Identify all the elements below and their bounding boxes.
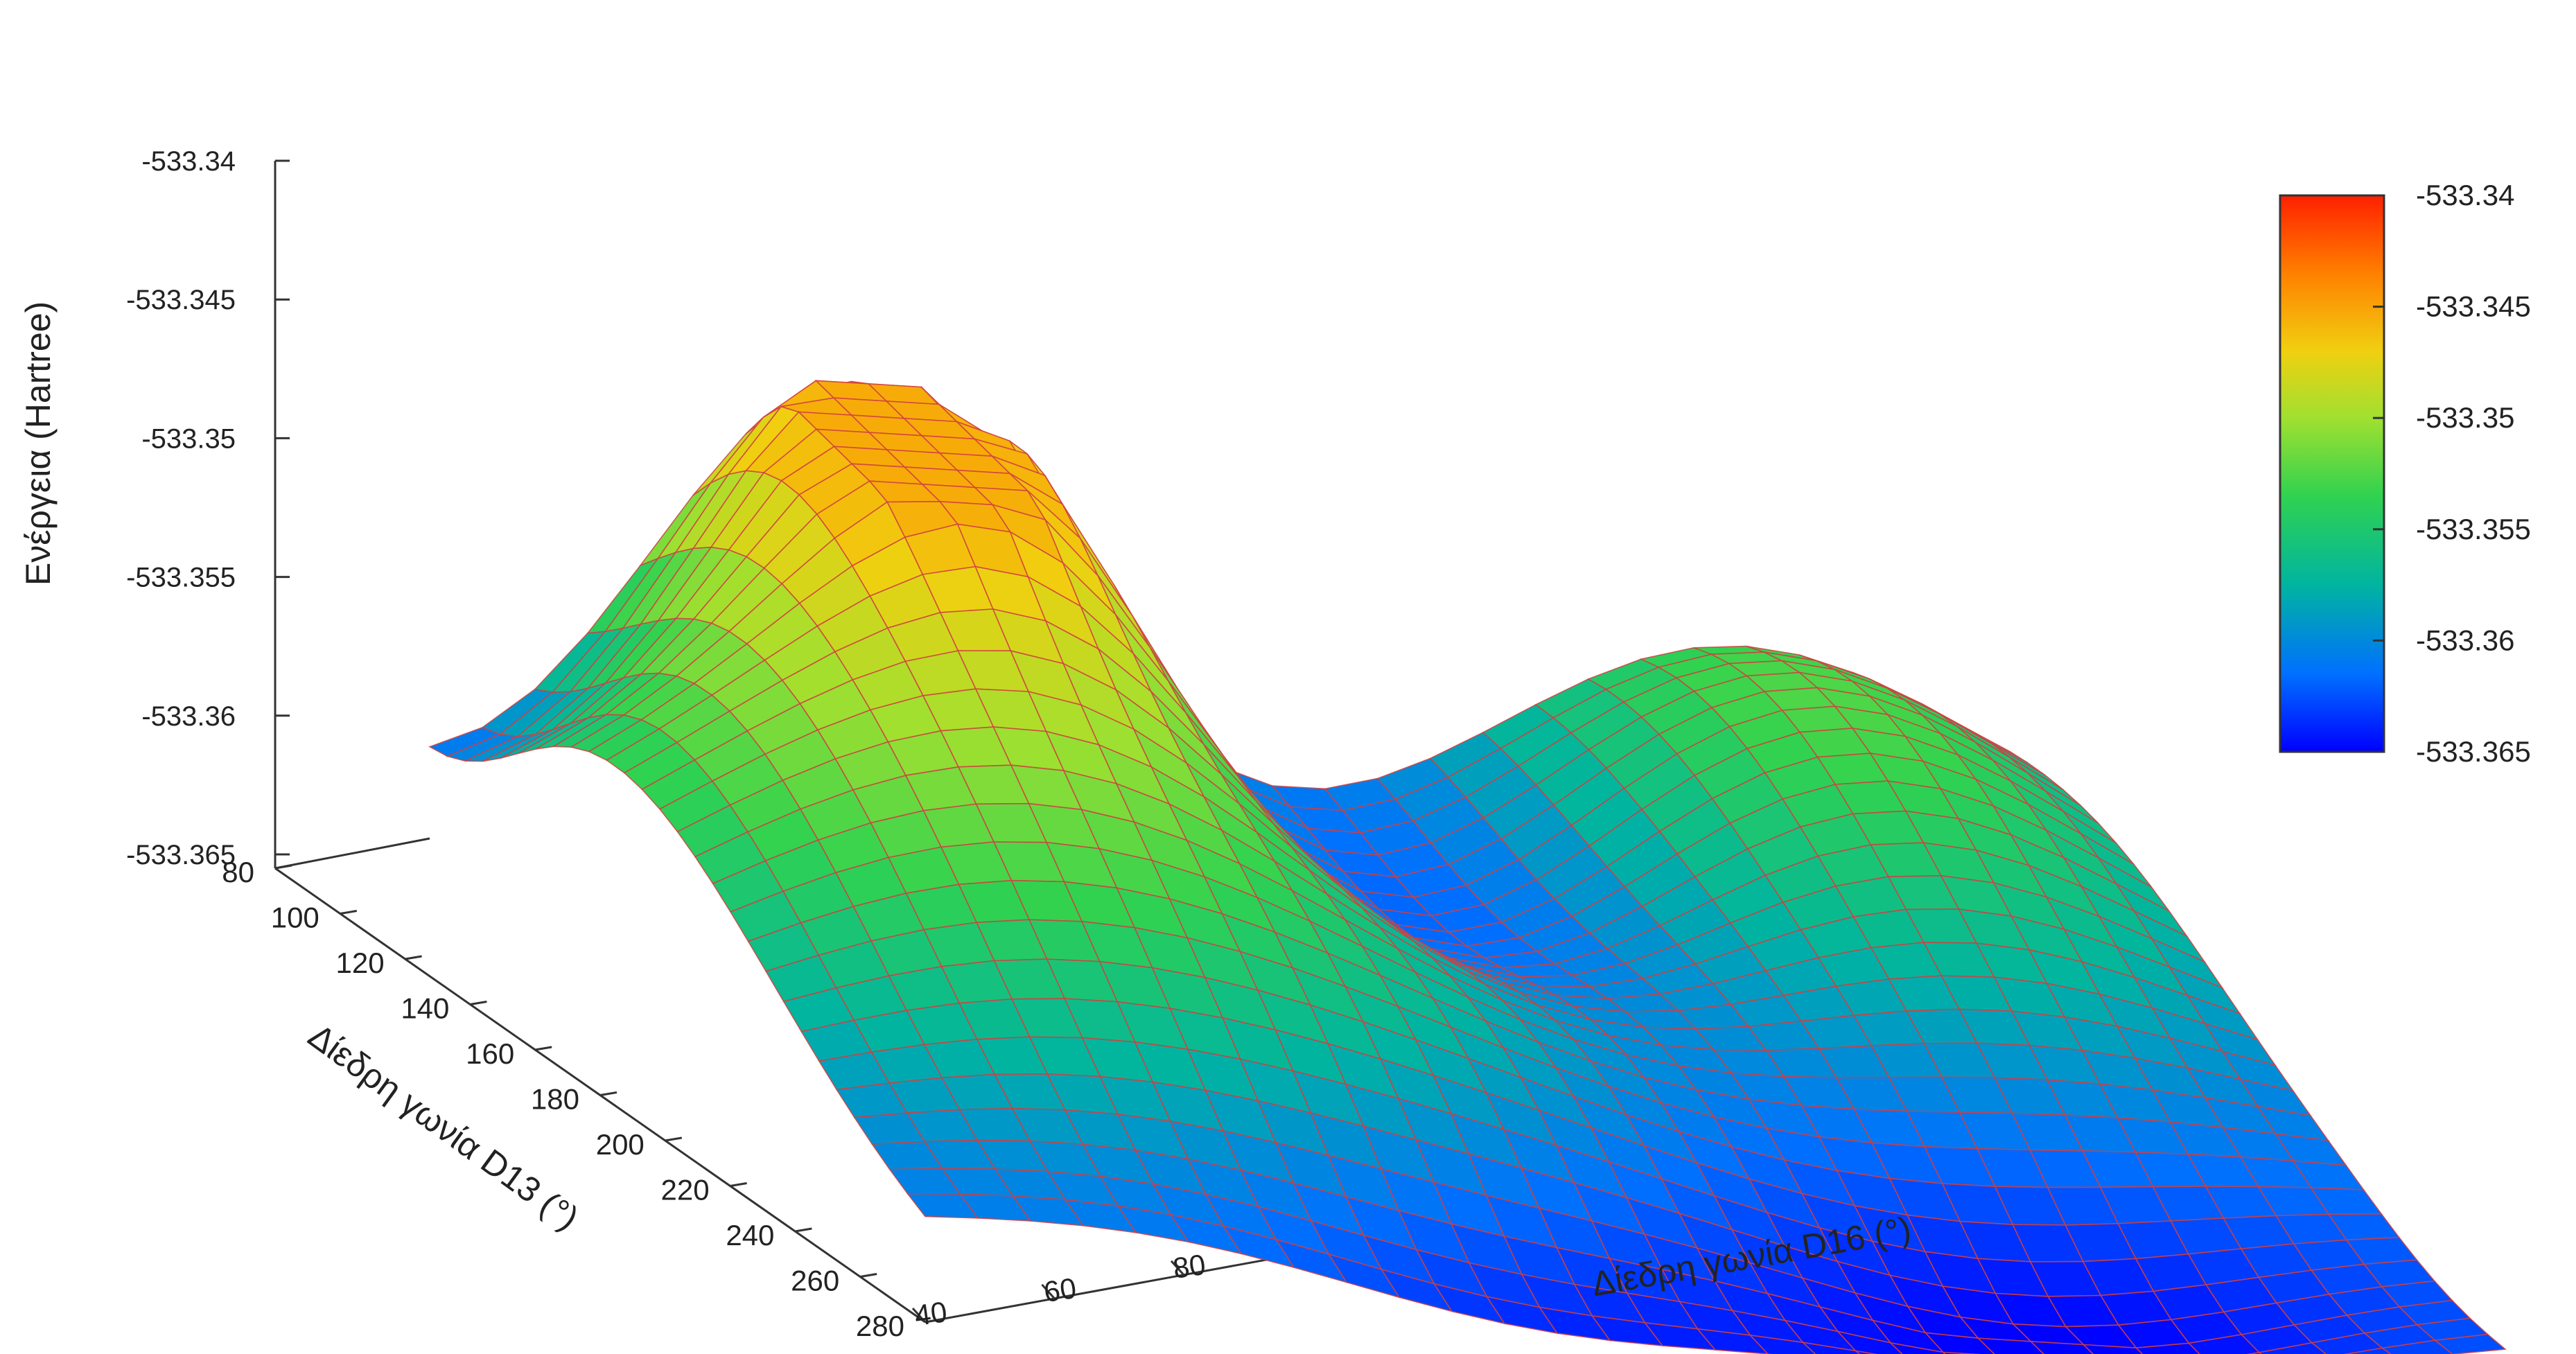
d13-tick-label: 120 xyxy=(336,947,385,979)
d13-tick-mark xyxy=(730,1182,747,1187)
energy-surface xyxy=(428,380,2507,1354)
colorbar-ticks: -533.34 -533.345 -533.35 -533.355 -533.36 -53… xyxy=(2373,179,2531,768)
colorbar-tick-label: -533.35 xyxy=(2416,401,2514,434)
d13-tick-label: 200 xyxy=(596,1128,645,1161)
d13-tick-label: 240 xyxy=(726,1219,774,1251)
surface-cell xyxy=(1889,1342,1946,1354)
surface-cell xyxy=(1836,1330,1903,1354)
surface-cell xyxy=(2381,1339,2453,1354)
surface-cell xyxy=(2082,1344,2144,1354)
colorbar-tick-label: -533.355 xyxy=(2416,513,2531,545)
z-axis-title: Ενέργεια (Hartree) xyxy=(19,301,58,586)
d13-tick-label: 220 xyxy=(661,1174,710,1206)
colorbar: -533.34 -533.345 -533.35 -533.355 -533.36 -53… xyxy=(2279,179,2531,768)
surface-cell xyxy=(2246,1351,2263,1354)
d13-tick-label: 160 xyxy=(466,1037,514,1070)
d13-tick-label: 100 xyxy=(271,902,319,934)
surface-cell xyxy=(2433,1333,2507,1354)
z-axis: -533.34 -533.345 -533.35 -533.355 -533.36 -53… xyxy=(126,146,290,870)
surface-cell xyxy=(1855,1350,1878,1354)
d16-tick-label: 40 xyxy=(913,1295,949,1332)
z-tick-label: -533.345 xyxy=(126,285,236,315)
surface-cell xyxy=(1749,1334,1816,1354)
base-edge-back xyxy=(274,837,430,870)
d13-tick-label: 280 xyxy=(856,1310,904,1342)
d13-tick-mark xyxy=(340,910,358,915)
d13-tick-label: 180 xyxy=(531,1083,579,1116)
surface-cell xyxy=(2257,1342,2327,1354)
surface-cell xyxy=(1696,1328,1769,1354)
d13-tick-mark xyxy=(470,1001,487,1005)
surface-cell xyxy=(1941,1351,1981,1354)
d16-tick-mark xyxy=(1170,1260,1185,1276)
colorbar-tick-label: -533.365 xyxy=(2416,735,2531,768)
colorbar-tick-label: -533.345 xyxy=(2416,290,2531,323)
d13-tick-mark xyxy=(599,1091,617,1096)
d16-tick-mark xyxy=(911,1307,927,1324)
z-tick-label: -533.36 xyxy=(141,701,236,732)
colorbar-tick-label: -533.34 xyxy=(2416,179,2514,211)
d16-tick-label: 80 xyxy=(1171,1248,1208,1285)
d13-tick-mark xyxy=(665,1136,683,1142)
surface-cell xyxy=(1977,1337,2045,1354)
d13-tick-label: 260 xyxy=(791,1265,839,1297)
d16-tick-mark xyxy=(1041,1283,1055,1299)
colorbar-gradient xyxy=(2279,194,2385,753)
z-tick-label: -533.34 xyxy=(141,146,236,177)
d13-tick-mark xyxy=(405,955,422,960)
d13-axis-ticks: 80 100 120 140 160 180 200 220 240 260 280 xyxy=(222,856,943,1342)
d13-tick-mark xyxy=(859,1273,877,1278)
d16-tick-label: 60 xyxy=(1042,1272,1078,1308)
z-axis-ticks: -533.34 -533.345 -533.35 -533.355 -533.36 -53… xyxy=(126,146,290,870)
d13-tick-label: 80 xyxy=(222,856,254,888)
z-tick-label: -533.365 xyxy=(126,840,236,870)
surface-cell xyxy=(2343,1347,2392,1354)
colorbar-tick-label: -533.36 xyxy=(2416,624,2514,656)
d13-tick-label: 140 xyxy=(401,992,449,1025)
surface-cell xyxy=(1924,1332,1995,1354)
d13-tick-mark xyxy=(534,1046,552,1051)
surface-cell xyxy=(2135,1342,2200,1354)
d13-tick-mark xyxy=(795,1227,812,1233)
d13-axis: 80 100 120 140 160 180 200 220 240 260 280 xyxy=(222,856,943,1342)
z-tick-label: -533.355 xyxy=(126,563,236,593)
surface-cell xyxy=(1801,1342,1861,1354)
surface-cell xyxy=(2029,1340,2094,1354)
z-tick-label: -533.35 xyxy=(141,423,236,454)
